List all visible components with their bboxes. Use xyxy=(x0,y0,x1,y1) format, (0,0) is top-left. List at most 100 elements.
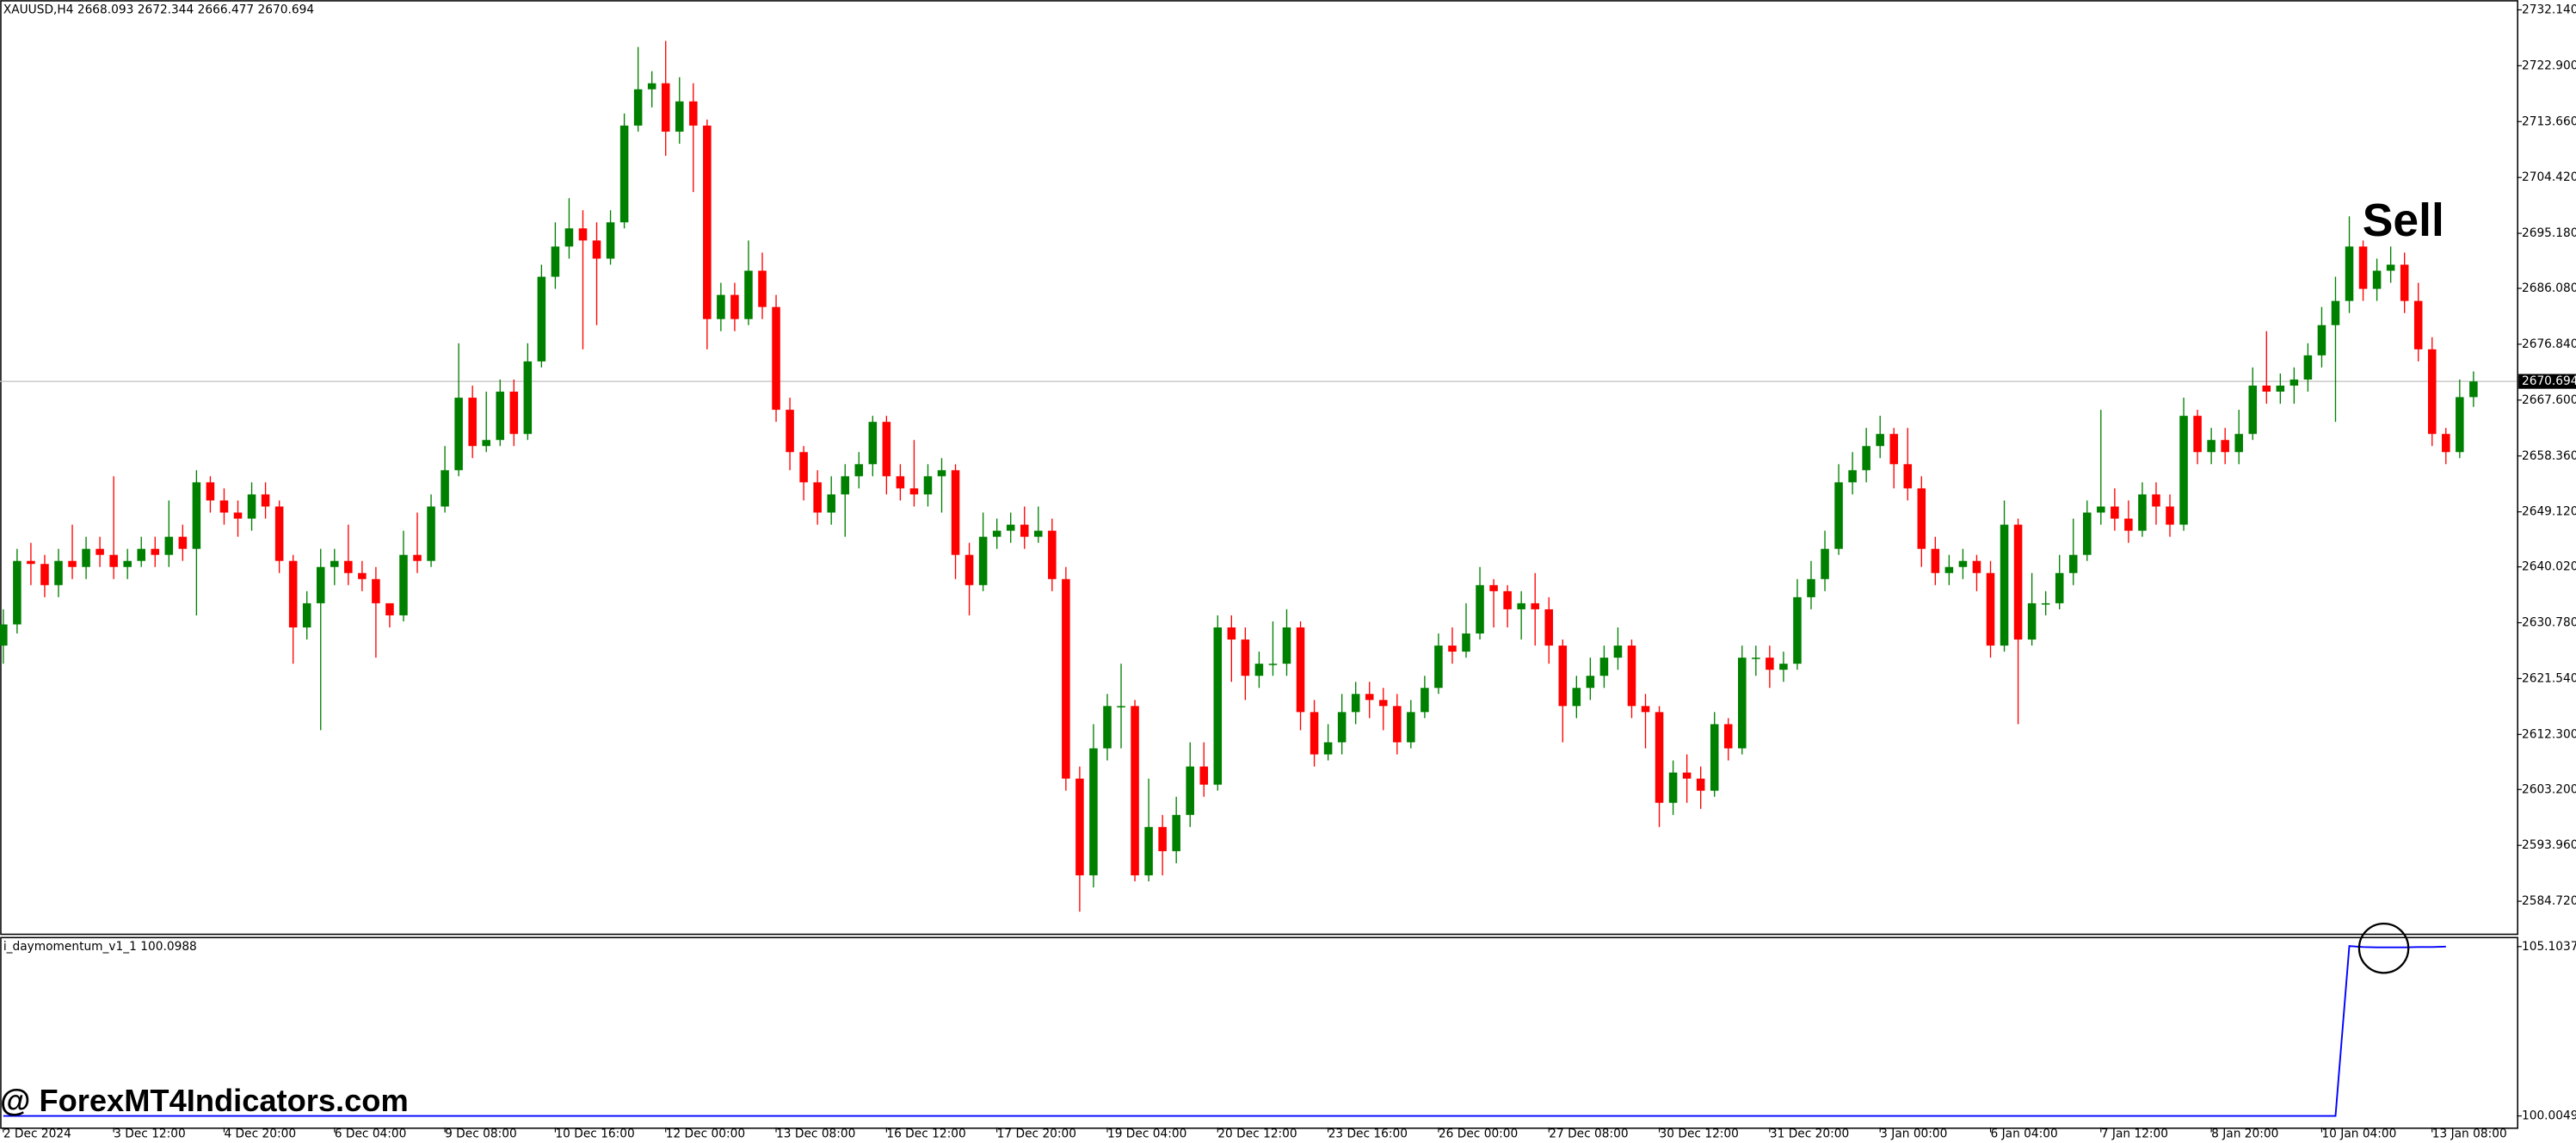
candle-body xyxy=(1407,712,1415,743)
candle-body xyxy=(923,476,933,495)
x-tick-label: 10 Dec 16:00 xyxy=(555,1127,634,1140)
x-tick-label: 3 Dec 12:00 xyxy=(114,1127,186,1140)
candle-body xyxy=(1420,688,1429,713)
indicator-frame xyxy=(0,936,2518,1129)
candle-body xyxy=(1917,488,1926,549)
candle-body xyxy=(2317,324,2326,355)
candle-body xyxy=(1613,646,1623,658)
candle-body xyxy=(1296,627,1305,713)
candle-body xyxy=(413,554,422,561)
candle-body xyxy=(592,240,601,259)
current-price-label: 2670.694 xyxy=(2522,374,2576,388)
candle-body xyxy=(1172,814,1180,851)
candle-body xyxy=(1766,658,1774,670)
candle-body xyxy=(441,470,449,507)
y-tick-label: 2640.020 xyxy=(2522,560,2576,574)
candle-body xyxy=(1986,572,1995,646)
candle-body xyxy=(192,482,201,549)
candle-body xyxy=(13,560,22,625)
candle-body xyxy=(2055,572,2064,603)
candle-body xyxy=(1903,464,1913,489)
candle-body xyxy=(551,246,560,277)
candle-body xyxy=(482,440,490,447)
candle-body xyxy=(1544,609,1554,646)
x-tick-label: 3 Jan 00:00 xyxy=(1880,1127,1947,1140)
candle-body xyxy=(1365,694,1374,701)
y-tick-label: 2713.660 xyxy=(2522,114,2576,128)
candle-body xyxy=(1599,658,1609,677)
candle-body xyxy=(1641,706,1650,713)
candle-body xyxy=(261,494,270,507)
y-tick-label: 2621.540 xyxy=(2522,671,2576,685)
symbol-header: XAUUSD,H4 2668.093 2672.344 2666.477 267… xyxy=(3,3,314,16)
candle-body xyxy=(1075,778,1084,876)
candle-body xyxy=(1572,688,1581,707)
candle-body xyxy=(2083,512,2092,555)
candle-body xyxy=(1434,646,1443,689)
candle-body xyxy=(2386,264,2395,271)
candle-body xyxy=(1682,772,1692,779)
candle-body xyxy=(302,602,311,628)
candle-body xyxy=(344,560,353,573)
candle-body xyxy=(717,294,725,319)
candle-body xyxy=(1862,446,1870,471)
candle-body xyxy=(1723,724,1733,749)
candle-body xyxy=(1186,766,1194,815)
x-tick-label: 12 Dec 00:00 xyxy=(666,1127,745,1140)
candle-body xyxy=(1931,548,1940,573)
candle-body xyxy=(2097,506,2105,513)
y-tick-label: 2676.840 xyxy=(2522,337,2576,351)
candle-body xyxy=(951,470,960,555)
candle-body xyxy=(219,500,229,513)
candle-body xyxy=(1476,584,1484,634)
candle-body xyxy=(96,548,104,555)
candle-body xyxy=(854,464,864,477)
candle-body xyxy=(54,560,63,585)
candle-body xyxy=(1213,627,1223,785)
y-tick-label: 2584.720 xyxy=(2522,894,2576,908)
candle-body xyxy=(799,452,808,483)
candle-body xyxy=(578,228,588,241)
candle-body xyxy=(619,125,629,223)
candle-body xyxy=(206,482,215,501)
candle-body xyxy=(233,512,243,519)
candle-body xyxy=(68,560,77,567)
candle-body xyxy=(1655,712,1664,803)
candle-body xyxy=(606,222,615,259)
candle-body xyxy=(730,294,739,319)
candle-body xyxy=(330,560,339,567)
candle-body xyxy=(2262,385,2271,392)
x-tick-label: 6 Dec 04:00 xyxy=(335,1127,407,1140)
candle-body xyxy=(2400,264,2409,301)
candle-body xyxy=(399,554,408,615)
candle-body xyxy=(2289,379,2299,386)
x-tick-label: 4 Dec 20:00 xyxy=(224,1127,296,1140)
candle-body xyxy=(744,270,753,319)
candle-body xyxy=(372,578,380,603)
candle-body xyxy=(1696,778,1705,791)
candle-body xyxy=(274,506,284,561)
candle-body xyxy=(661,83,670,132)
candle-body xyxy=(2000,524,2009,646)
indicator-line xyxy=(3,945,2446,1117)
candle-body xyxy=(827,494,835,513)
candle-body xyxy=(1337,712,1347,743)
x-tick-label: 23 Dec 16:00 xyxy=(1328,1127,1408,1140)
candle-body xyxy=(1738,658,1747,749)
candle-body xyxy=(2234,434,2243,453)
candle-body xyxy=(964,554,974,585)
candle-body xyxy=(1793,596,1802,664)
candle-body xyxy=(247,494,256,519)
candle-body xyxy=(358,572,367,579)
candle-body xyxy=(123,560,132,567)
candle-body xyxy=(2248,385,2258,435)
candle-body xyxy=(1199,766,1209,785)
candle-body xyxy=(2372,270,2382,289)
candle-body xyxy=(1158,826,1167,851)
candle-body xyxy=(1752,658,1760,659)
candle-body xyxy=(1268,664,1278,665)
candle-body xyxy=(1131,706,1139,876)
y-tick-label: 2630.780 xyxy=(2522,616,2576,630)
candle-body xyxy=(1310,712,1319,755)
x-tick-label: 2 Dec 2024 xyxy=(3,1127,71,1140)
